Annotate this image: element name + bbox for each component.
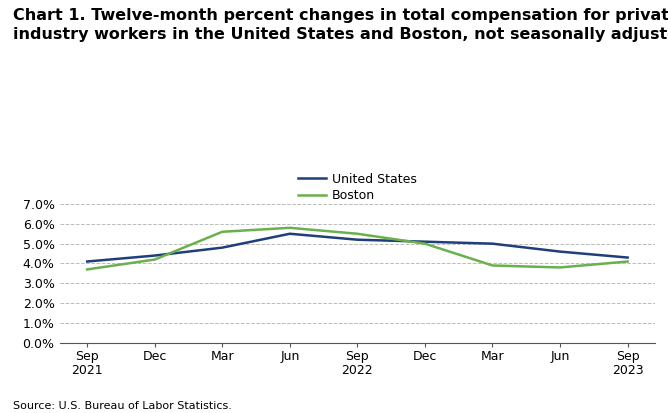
Line: United States: United States <box>87 234 628 261</box>
United States <box>488 241 496 246</box>
Boston <box>624 259 632 264</box>
Line: Boston: Boston <box>87 228 628 269</box>
United States <box>151 253 159 258</box>
Boston <box>218 229 226 234</box>
Boston <box>421 241 429 246</box>
United States <box>218 245 226 250</box>
United States <box>421 239 429 244</box>
United States <box>83 259 91 264</box>
Text: Source: U.S. Bureau of Labor Statistics.: Source: U.S. Bureau of Labor Statistics. <box>13 401 232 411</box>
Boston <box>488 263 496 268</box>
United States <box>286 231 294 236</box>
Text: Chart 1. Twelve-month percent changes in total compensation for private
industry: Chart 1. Twelve-month percent changes in… <box>13 8 668 43</box>
Legend: United States, Boston: United States, Boston <box>293 168 422 207</box>
United States <box>624 255 632 260</box>
United States <box>556 249 564 254</box>
Boston <box>556 265 564 270</box>
Boston <box>353 231 361 236</box>
United States <box>353 237 361 242</box>
Boston <box>151 257 159 262</box>
Boston <box>83 267 91 272</box>
Boston <box>286 225 294 230</box>
